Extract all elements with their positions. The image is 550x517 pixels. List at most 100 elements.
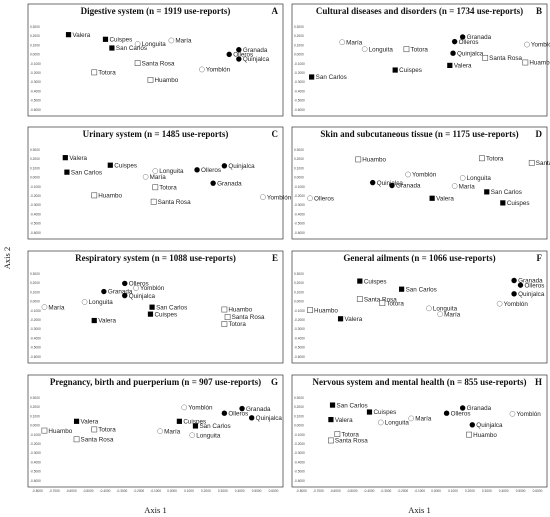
data-point-longuita: Longuita bbox=[81, 299, 113, 306]
y-tick-label: 0.2000 bbox=[30, 405, 40, 409]
point-label: Cuispes bbox=[364, 278, 387, 285]
x-tick-label: -0.8000 bbox=[296, 489, 307, 493]
y-tick-label: 0.0000 bbox=[294, 53, 304, 57]
panel-letter: C bbox=[272, 129, 279, 139]
panel-g: Pregnancy, birth and puerperium (n = 907… bbox=[27, 374, 284, 515]
point-label: Huambo bbox=[529, 60, 550, 67]
x-tick-label: 0.2000 bbox=[465, 489, 475, 493]
filled-circle-marker bbox=[226, 51, 232, 58]
data-point-san-carlos: San Carlos bbox=[109, 45, 147, 52]
filled-square-marker bbox=[102, 36, 109, 42]
filled-circle-marker bbox=[443, 410, 450, 416]
point-label: Cuispes bbox=[373, 409, 396, 416]
open-circle-marker bbox=[451, 183, 458, 189]
point-label: Yomblón bbox=[412, 172, 437, 179]
data-point-quinjalca: Quinjalca bbox=[221, 163, 255, 170]
panel-frame bbox=[291, 126, 548, 240]
data-point-cuispes: Cuispes bbox=[102, 36, 132, 44]
filled-square-marker bbox=[109, 45, 115, 51]
filled-circle-marker bbox=[451, 38, 458, 45]
data-point-huambo: Huambo bbox=[221, 306, 253, 314]
open-square-marker bbox=[41, 427, 48, 434]
filled-square-marker bbox=[328, 416, 334, 423]
point-label: Totora bbox=[98, 427, 116, 434]
y-tick-label: -0.2000 bbox=[30, 194, 41, 198]
data-point-santa-rosa: Santa Rosa bbox=[528, 159, 550, 167]
data-point-maria: María bbox=[408, 415, 432, 423]
y-tick-label: -0.3000 bbox=[294, 203, 305, 207]
y-tick-label: -0.4000 bbox=[294, 212, 305, 216]
filled-circle-marker bbox=[511, 277, 517, 284]
x-tick-label: 0.4000 bbox=[499, 489, 509, 493]
filled-square-marker bbox=[429, 195, 435, 201]
point-label: San Carlos bbox=[406, 286, 437, 293]
data-point-quinjalca: Quinjalca bbox=[469, 422, 503, 429]
point-label: Quinjalca bbox=[129, 293, 156, 300]
data-point-maria: María bbox=[41, 304, 65, 311]
x-tick-label: -0.7000 bbox=[49, 489, 60, 493]
data-point-maria: María bbox=[168, 37, 192, 45]
y-tick-label: -0.3000 bbox=[30, 451, 41, 455]
filled-square-marker bbox=[399, 286, 405, 292]
point-label: Huambo bbox=[154, 77, 178, 84]
data-point-san-carlos: San Carlos bbox=[64, 169, 102, 176]
filled-square-marker bbox=[337, 316, 344, 322]
point-label: Cuispes bbox=[114, 162, 137, 169]
data-point-valera: Valera bbox=[65, 32, 91, 39]
data-point-totora: Totora bbox=[379, 300, 404, 307]
data-point-granada: Granada bbox=[459, 34, 492, 41]
data-point-huambo: Huambo bbox=[91, 192, 123, 200]
y-tick-label: 0.3000 bbox=[30, 25, 40, 29]
y-tick-label: -0.5000 bbox=[30, 222, 41, 226]
point-label: Granada bbox=[246, 406, 271, 413]
y-tick-label: -0.2000 bbox=[30, 442, 41, 446]
point-label: María bbox=[164, 428, 181, 435]
y-tick-label: 0.1000 bbox=[294, 414, 304, 418]
data-point-san-carlos: San Carlos bbox=[484, 189, 522, 196]
point-label: Yomblón bbox=[531, 42, 550, 49]
open-circle-marker bbox=[437, 311, 444, 317]
panel-letter: F bbox=[537, 253, 543, 263]
data-point-huambo: Huambo bbox=[355, 156, 387, 164]
open-square-marker bbox=[334, 431, 341, 437]
y-tick-label: -0.6000 bbox=[30, 479, 41, 483]
y-tick-label: -0.2000 bbox=[294, 318, 305, 322]
panel-h: Nervous system and mental health (n = 85… bbox=[291, 374, 548, 515]
y-tick-label: -0.3000 bbox=[30, 80, 41, 84]
point-label: Olleros bbox=[459, 39, 479, 46]
data-point-maria: María bbox=[142, 173, 167, 181]
data-point-longuita: Longuita bbox=[459, 175, 492, 182]
open-square-marker bbox=[479, 155, 485, 162]
point-label: Santa Rosa bbox=[335, 438, 368, 445]
point-label: Santa Rosa bbox=[232, 314, 265, 321]
y-tick-label: -0.1000 bbox=[30, 62, 41, 66]
y-tick-label: 0.2000 bbox=[30, 281, 40, 285]
data-point-yomblon: Yomblón bbox=[524, 41, 550, 49]
filled-square-marker bbox=[176, 418, 182, 424]
panel-frame bbox=[27, 374, 284, 488]
point-label: Longuita bbox=[467, 175, 492, 182]
panel-e: Respiratory system (n = 1088 use-reports… bbox=[27, 250, 284, 364]
point-label: Granada bbox=[396, 183, 421, 190]
point-label: Totora bbox=[98, 70, 116, 77]
data-point-cuispes: Cuispes bbox=[500, 200, 530, 207]
data-point-maria: María bbox=[437, 311, 461, 318]
y-tick-label: 0.1000 bbox=[294, 290, 304, 294]
data-point-santa-rosa: Santa Rosa bbox=[328, 437, 368, 445]
x-tick-label: 0.2000 bbox=[201, 489, 211, 493]
point-label: Valera bbox=[436, 195, 454, 202]
point-label: María bbox=[150, 174, 167, 181]
filled-circle-marker bbox=[459, 34, 466, 40]
data-point-valera: Valera bbox=[447, 63, 472, 70]
point-label: Quinjalca bbox=[476, 422, 503, 429]
point-label: Yomblón bbox=[504, 301, 529, 308]
open-square-marker bbox=[355, 156, 362, 163]
data-point-maria: María bbox=[157, 428, 181, 435]
y-tick-label: 0.2000 bbox=[294, 157, 304, 161]
point-label: Huambo bbox=[48, 428, 72, 435]
x-tick-label: -0.4000 bbox=[364, 489, 375, 493]
filled-circle-marker bbox=[122, 280, 128, 287]
open-circle-marker bbox=[524, 41, 530, 48]
panel-c: Urinary system (n = 1485 use-reports) C 0.… bbox=[27, 126, 292, 240]
open-square-marker bbox=[91, 426, 98, 433]
